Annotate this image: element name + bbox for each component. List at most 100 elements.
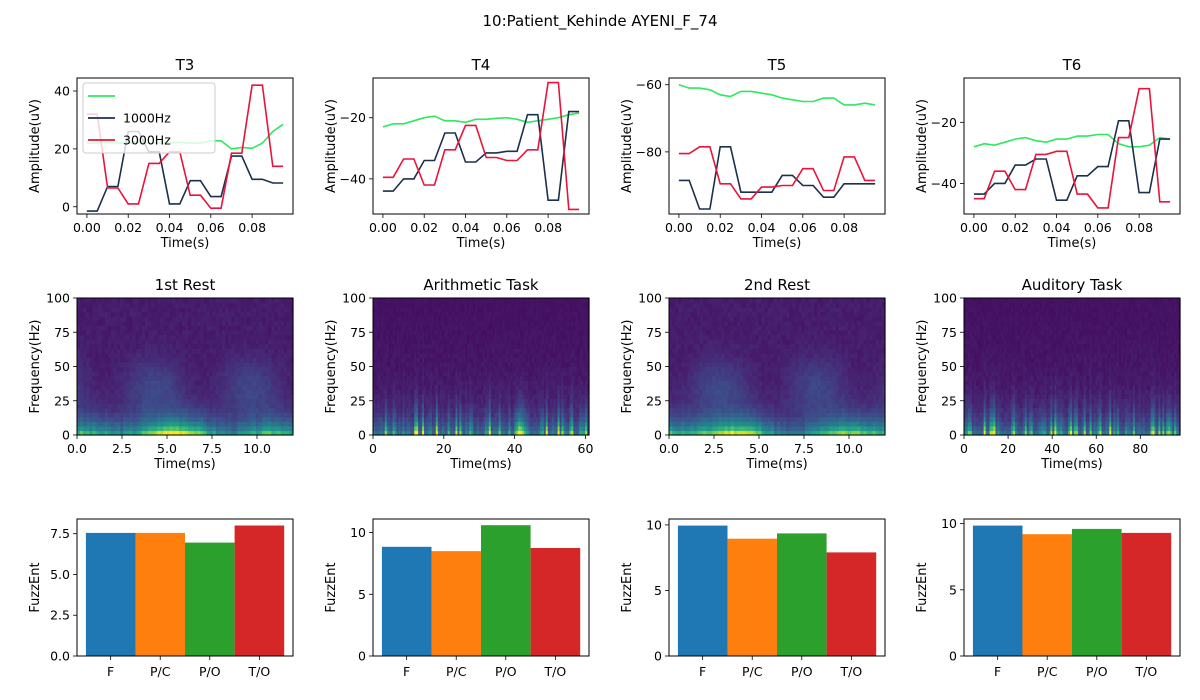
heatmap-cell bbox=[181, 302, 186, 308]
heatmap-cell bbox=[402, 298, 406, 304]
heatmap-cell bbox=[283, 375, 288, 381]
heatmap-cell bbox=[246, 325, 251, 331]
heatmap-cell bbox=[172, 302, 177, 308]
heatmap-cell bbox=[402, 371, 406, 377]
heatmap-cell bbox=[265, 371, 269, 377]
heatmap-cell bbox=[384, 325, 388, 331]
heatmap-cell bbox=[380, 343, 384, 349]
heatmap-cell bbox=[402, 361, 406, 368]
heatmap-cell bbox=[424, 403, 427, 409]
heatmap-cell bbox=[240, 403, 245, 409]
heatmap-cell bbox=[107, 343, 112, 349]
heatmap-cell bbox=[175, 334, 180, 340]
heatmap-cell bbox=[77, 366, 81, 372]
heatmap-cell bbox=[422, 398, 425, 404]
heatmap-cell bbox=[144, 357, 149, 363]
heatmap-cell bbox=[412, 430, 415, 436]
heatmap-cell bbox=[209, 403, 214, 409]
heatmap-cell bbox=[194, 384, 198, 390]
heatmap-cell bbox=[110, 311, 115, 317]
heatmap-cell bbox=[416, 371, 419, 377]
heatmap-cell bbox=[271, 352, 276, 358]
heatmap-cell bbox=[406, 311, 409, 317]
heatmap-cell bbox=[206, 339, 211, 345]
heatmap-cell bbox=[420, 430, 423, 436]
heatmap-cell bbox=[404, 320, 407, 326]
heatmap-cell bbox=[237, 316, 242, 322]
heatmap-cell bbox=[197, 398, 202, 404]
heatmap-cell bbox=[175, 371, 180, 377]
heatmap-cell bbox=[181, 416, 186, 422]
heatmap-cell bbox=[80, 361, 84, 368]
heatmap-cell bbox=[255, 366, 260, 372]
heatmap-cell bbox=[406, 384, 409, 390]
heatmap-cell bbox=[129, 339, 134, 345]
heatmap-cell bbox=[426, 375, 429, 381]
heatmap-cell bbox=[388, 384, 392, 390]
heatmap-cell bbox=[252, 398, 257, 404]
heatmap-cell bbox=[212, 380, 217, 386]
heatmap-cell bbox=[120, 307, 124, 313]
heatmap-cell bbox=[83, 384, 87, 390]
heatmap-cell bbox=[154, 398, 158, 404]
heatmap-cell bbox=[135, 412, 140, 418]
heatmap-cell bbox=[132, 380, 137, 386]
heatmap-cell bbox=[89, 361, 94, 368]
heatmap-cell bbox=[203, 352, 208, 358]
heatmap-cell bbox=[424, 325, 427, 331]
heatmap-cell bbox=[169, 416, 174, 422]
heatmap-cell bbox=[163, 316, 168, 322]
heatmap-cell bbox=[181, 307, 186, 313]
heatmap-cell bbox=[376, 320, 380, 326]
heatmap-cell bbox=[181, 357, 186, 363]
heatmap-cell bbox=[412, 371, 415, 377]
heatmap-cell bbox=[246, 298, 251, 304]
heatmap-cell bbox=[234, 412, 239, 418]
heatmap-cell bbox=[92, 307, 97, 313]
heatmap-cell bbox=[289, 380, 294, 386]
heatmap-cell bbox=[178, 311, 183, 317]
heatmap-cell bbox=[402, 430, 406, 436]
y-tick-label: 50 bbox=[54, 359, 70, 374]
heatmap-cell bbox=[215, 398, 220, 404]
heatmap-cell bbox=[240, 320, 245, 326]
heatmap-cell bbox=[188, 407, 192, 413]
heatmap-cell bbox=[373, 398, 376, 404]
heatmap-cell bbox=[166, 311, 171, 317]
heatmap-cell bbox=[231, 384, 235, 390]
heatmap-cell bbox=[138, 343, 143, 349]
heatmap-cell bbox=[408, 389, 411, 395]
heatmap-cell bbox=[394, 311, 398, 317]
heatmap-cell bbox=[172, 412, 177, 418]
heatmap-cell bbox=[404, 416, 407, 422]
heatmap-cell bbox=[104, 320, 109, 326]
heatmap-cell bbox=[376, 298, 380, 304]
heatmap-cell bbox=[376, 380, 380, 386]
heatmap-cell bbox=[144, 421, 149, 427]
heatmap-cell bbox=[101, 421, 106, 427]
heatmap-cell bbox=[101, 384, 106, 390]
heatmap-cell bbox=[163, 339, 168, 345]
heatmap-cell bbox=[249, 302, 254, 308]
heatmap-cell bbox=[404, 393, 407, 400]
legend-label: 1000Hz bbox=[123, 111, 171, 126]
heatmap-cell bbox=[80, 357, 84, 363]
heatmap-cell bbox=[166, 407, 171, 413]
heatmap-cell bbox=[114, 316, 118, 322]
heatmap-cell bbox=[237, 412, 242, 418]
heatmap-cell bbox=[222, 348, 226, 354]
series-line-3000Hz bbox=[678, 146, 876, 200]
heatmap-cell bbox=[203, 380, 208, 386]
heatmap-cell bbox=[141, 371, 146, 377]
heatmap-cell bbox=[422, 393, 425, 400]
heatmap-cell bbox=[218, 316, 223, 322]
heatmap-cell bbox=[98, 361, 103, 368]
heatmap-cell bbox=[123, 302, 127, 308]
heatmap-cell bbox=[382, 366, 386, 372]
heatmap-cell bbox=[132, 361, 137, 368]
heatmap-cell bbox=[89, 375, 94, 381]
heatmap-cell bbox=[98, 302, 103, 308]
x-tick-label: 0.00 bbox=[369, 220, 397, 235]
heatmap-cell bbox=[107, 320, 112, 326]
heatmap-cell bbox=[274, 320, 279, 326]
